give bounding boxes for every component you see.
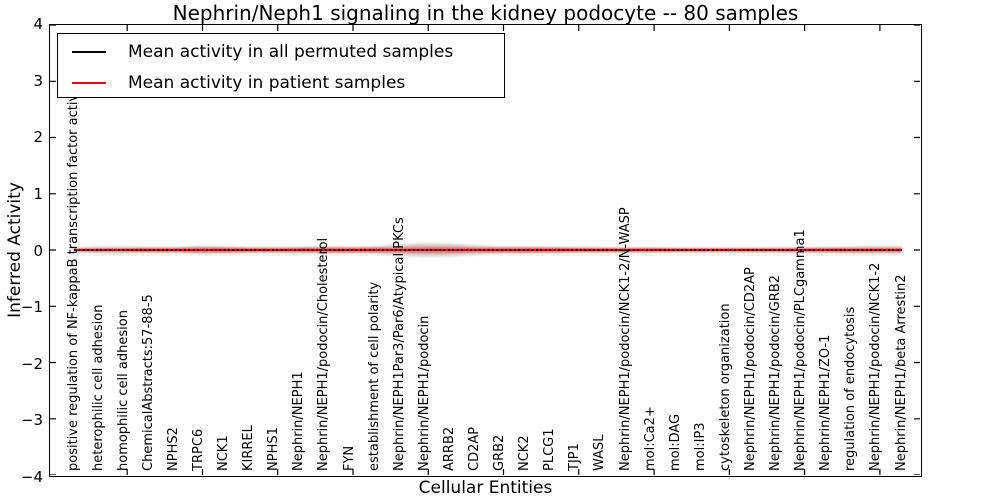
y-tick-label: −1 — [20, 298, 43, 317]
chart-title: Nephrin/Neph1 signaling in the kidney po… — [172, 1, 799, 25]
x-tick-label: ChemicalAbstracts:57-88-5 — [140, 294, 156, 471]
y-tick-label: 4 — [33, 15, 43, 33]
x-tick-label: Nephrin/NEPH1/podocin/NCK1-2/N-WASP — [617, 207, 633, 471]
x-tick-label: heterophilic cell adhesion — [90, 304, 106, 472]
x-tick-label: TJP1 — [567, 443, 583, 471]
y-tick-label: −3 — [20, 411, 43, 430]
x-tick-label: establishment of cell polarity — [366, 281, 382, 471]
x-tick-label: mol:Ca2+ — [642, 406, 658, 471]
x-tick-label: ARRB2 — [441, 426, 457, 471]
legend-item-label: Mean activity in patient samples — [128, 73, 406, 93]
y-tick-label: −2 — [20, 354, 43, 373]
x-axis-label: Cellular Entities — [418, 478, 553, 498]
x-tick-label: Nephrin/NEPH1/podocin/PLCgamma1 — [793, 229, 809, 471]
x-tick-label: KIRREL — [241, 425, 257, 471]
y-tick-label: 3 — [33, 71, 43, 90]
x-tick-label: Nephrin/NEPH1Par3/Par6/Atypical PKCs — [391, 217, 407, 471]
legend-line-black-icon — [72, 51, 106, 53]
legend-line-red-icon — [72, 82, 106, 84]
y-tick-label: 1 — [33, 184, 43, 203]
x-tick-label: Nephrin/NEPH1/podocin/GRB2 — [768, 274, 784, 471]
x-tick-label: TRPC6 — [190, 428, 206, 471]
x-tick-label: Nephrin/NEPH1 — [291, 371, 307, 471]
x-tick-label: NCK1 — [216, 435, 232, 471]
axis-tick-marks — [50, 25, 920, 475]
x-tick-label: positive regulation of NF-kappaB transcr… — [65, 77, 81, 471]
x-tick-label: CD2AP — [466, 426, 482, 471]
x-tick-label: Nephrin/NEPH1/podocin/Cholesterol — [316, 237, 332, 471]
y-tick-label: 0 — [33, 241, 43, 260]
x-tick-label: GRB2 — [492, 434, 508, 471]
legend-item-label: Mean activity in all permuted samples — [128, 42, 454, 62]
x-tick-label: PLCG1 — [542, 428, 558, 471]
x-tick-label: mol:DAG — [667, 413, 683, 471]
x-tick-label: Nephrin/NEPH1/ZO-1 — [818, 334, 834, 471]
x-tick-label: Nephrin/NEPH1/podocin/NCK1-2 — [868, 262, 884, 471]
y-tick-label: −4 — [20, 468, 43, 486]
x-tick-label: NPHS1 — [266, 427, 282, 471]
legend-item-patient: Mean activity in patient samples — [58, 68, 504, 98]
x-tick-label: Nephrin/NEPH1/podocin/CD2AP — [742, 267, 758, 471]
x-tick-label: Nephrin/NEPH1/podocin — [416, 315, 432, 471]
legend: Mean activity in all permuted samples Me… — [57, 33, 505, 98]
x-tick-label: regulation of endocytosis — [843, 306, 859, 471]
chart-canvas — [50, 25, 920, 475]
x-tick-label: cytoskeleton organization — [717, 303, 733, 471]
legend-item-permuted: Mean activity in all permuted samples — [58, 37, 504, 67]
y-tick-label: 2 — [33, 128, 43, 147]
x-tick-label: Nephrin/NEPH1/beta Arrestin2 — [893, 274, 909, 472]
x-tick-label: NCK2 — [517, 435, 533, 471]
x-tick-label: NPHS2 — [165, 427, 181, 471]
x-tick-label: homophilic cell adhesion — [115, 310, 131, 471]
plot-area: positive regulation of NF-kappaB transcr… — [49, 24, 922, 477]
x-tick-label: mol:IP3 — [692, 422, 708, 471]
x-tick-label: WASL — [592, 434, 608, 471]
x-tick-label: FYN — [341, 445, 357, 471]
